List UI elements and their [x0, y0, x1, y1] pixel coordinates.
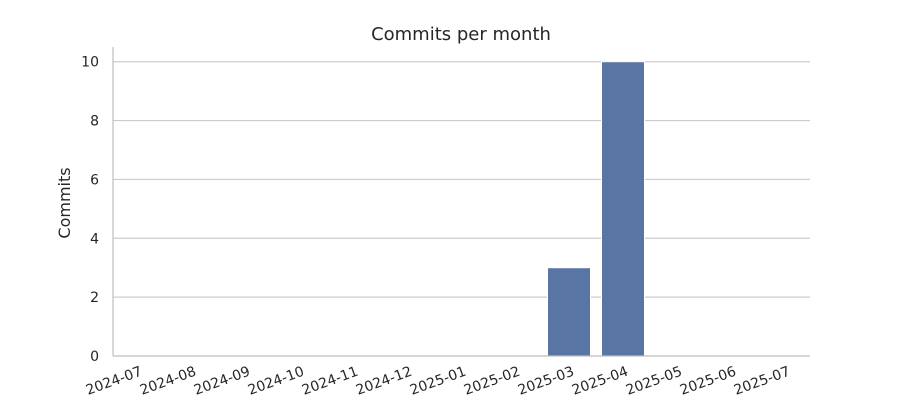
x-tick-label: 2024-10 — [246, 364, 306, 399]
y-tick-label: 8 — [90, 114, 99, 130]
y-tick-label: 4 — [90, 231, 99, 247]
x-tick-label: 2024-07 — [84, 364, 144, 399]
x-tick-labels: 2024-072024-082024-092024-102024-112024-… — [84, 364, 792, 399]
y-tick-label: 0 — [90, 349, 99, 365]
x-tick-label: 2024-11 — [300, 364, 360, 399]
x-tick-label: 2025-04 — [570, 364, 631, 399]
chart-title: Commits per month — [371, 24, 551, 45]
x-tick-label: 2025-06 — [678, 364, 739, 399]
y-tick-labels: 0 2 4 6 8 10 — [81, 55, 99, 365]
bar-2025-03 — [547, 267, 591, 357]
y-tick-label: 10 — [81, 55, 99, 71]
x-tick-label: 2025-01 — [408, 364, 468, 399]
x-tick-label: 2025-05 — [624, 364, 684, 399]
x-tick-label: 2024-12 — [354, 364, 414, 399]
x-tick-label: 2025-03 — [516, 364, 576, 399]
bar-2025-04 — [601, 61, 645, 357]
gridlines — [113, 61, 810, 298]
y-axis-label: Commits — [55, 167, 74, 238]
y-tick-label: 2 — [90, 290, 99, 306]
x-tick-label: 2025-02 — [462, 364, 522, 399]
x-tick-label: 2024-09 — [192, 364, 252, 399]
x-tick-label: 2025-07 — [732, 364, 792, 399]
axes — [112, 47, 810, 357]
bars — [547, 61, 645, 357]
y-tick-label: 6 — [90, 172, 99, 188]
x-tick-label: 2024-08 — [138, 364, 198, 399]
